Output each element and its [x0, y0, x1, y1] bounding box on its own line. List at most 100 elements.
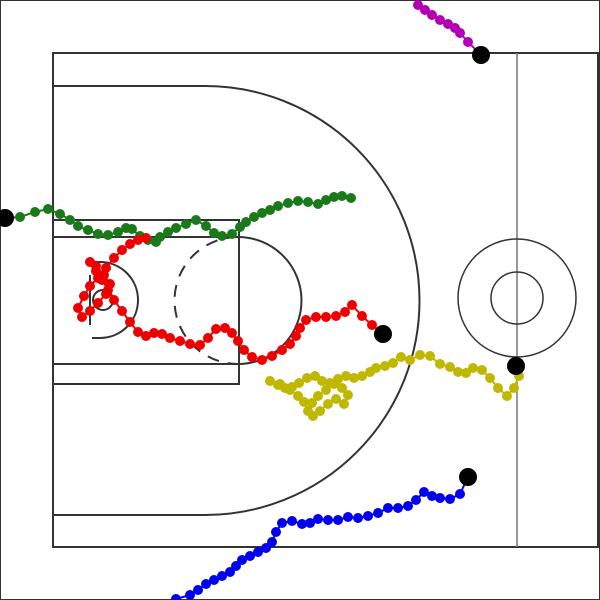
track-point-green [273, 201, 283, 211]
track-point-red [277, 345, 287, 355]
track-point-yellow [435, 359, 445, 369]
track-point-red [267, 351, 277, 361]
track-point-red [133, 235, 143, 245]
track-point-yellow [349, 373, 359, 383]
player-position-red [374, 325, 392, 343]
track-point-red [109, 253, 119, 263]
track-point-red [101, 289, 111, 299]
track-point-red [85, 281, 95, 291]
track-point-blue [209, 575, 219, 585]
track-point-green [163, 227, 173, 237]
track-point-red [311, 312, 321, 322]
track-point-yellow [388, 358, 398, 368]
track-point-yellow [341, 371, 351, 381]
track-point-yellow [445, 362, 455, 372]
track-point-red [105, 279, 115, 289]
track-point-green [313, 199, 323, 209]
track-point-green [65, 215, 75, 225]
three-point-line [53, 85, 421, 516]
track-point-yellow [380, 361, 390, 371]
track-point-red [257, 355, 267, 365]
track-point-blue [403, 501, 413, 511]
track-point-blue [253, 547, 263, 557]
track-point-blue [363, 511, 373, 521]
track-point-green [103, 230, 113, 240]
track-magenta [413, 0, 490, 64]
track-point-red [101, 263, 111, 273]
track-point-yellow [317, 376, 327, 386]
track-point-red [77, 312, 87, 322]
track-point-green [241, 217, 251, 227]
track-point-green [127, 224, 137, 234]
track-point-yellow [323, 399, 333, 409]
track-point-red [85, 306, 95, 316]
track-point-blue [225, 567, 235, 577]
track-point-yellow [339, 399, 349, 409]
track-point-green [337, 191, 347, 201]
free-throw-circle-dashed [173, 236, 239, 365]
track-point-red [195, 340, 205, 350]
restricted-area [92, 261, 139, 339]
track-point-yellow [461, 368, 471, 378]
track-point-yellow [357, 371, 367, 381]
track-point-blue [287, 516, 297, 526]
track-point-blue [445, 494, 455, 504]
track-point-magenta [427, 10, 437, 20]
track-point-green [293, 196, 303, 206]
track-point-red [93, 273, 103, 283]
track-point-blue [271, 527, 281, 537]
track-point-yellow [415, 350, 425, 360]
track-point-green [265, 205, 275, 215]
track-point-yellow [302, 373, 312, 383]
track-point-blue [323, 515, 333, 525]
player-tracks [0, 0, 525, 600]
player-position-magenta [472, 46, 490, 64]
track-point-green [346, 193, 356, 203]
track-point-magenta [455, 28, 465, 38]
track-point-green [217, 231, 227, 241]
track-point-red [117, 306, 127, 316]
track-point-red [117, 245, 127, 255]
track-point-magenta [435, 15, 445, 25]
track-point-blue [343, 512, 353, 522]
track-yellow [265, 350, 525, 421]
track-point-blue [333, 515, 343, 525]
track-point-blue [313, 514, 323, 524]
track-point-blue [383, 503, 393, 513]
track-point-red [141, 331, 151, 341]
track-point-blue [201, 579, 211, 589]
track-point-green [93, 229, 103, 239]
track-point-green [55, 209, 65, 219]
track-blue [171, 468, 477, 600]
track-point-yellow [329, 379, 339, 389]
track-point-green [43, 204, 53, 214]
track-point-red [357, 311, 367, 321]
track-point-magenta [413, 0, 423, 10]
track-point-blue [297, 519, 307, 529]
track-point-green [209, 228, 219, 238]
lane-outer [52, 219, 240, 385]
track-point-green [257, 208, 267, 218]
track-point-yellow [493, 383, 503, 393]
track-point-yellow [405, 355, 415, 365]
track-point-blue [171, 594, 181, 600]
track-point-red [239, 345, 249, 355]
track-point-red [125, 239, 135, 249]
track-point-yellow [321, 385, 331, 395]
track-point-red [285, 339, 295, 349]
track-point-green [30, 207, 40, 217]
track-point-red [109, 295, 119, 305]
track-point-green [283, 198, 293, 208]
player-position-yellow [507, 357, 525, 375]
track-point-blue [455, 489, 465, 499]
track-point-blue [419, 487, 429, 497]
track-point-green [73, 221, 83, 231]
track-point-red [133, 327, 143, 337]
track-point-red [211, 324, 221, 334]
track-point-blue [373, 508, 383, 518]
track-point-yellow [308, 411, 318, 421]
track-point-green [303, 197, 313, 207]
track-point-yellow [310, 371, 320, 381]
track-point-yellow [331, 394, 341, 404]
